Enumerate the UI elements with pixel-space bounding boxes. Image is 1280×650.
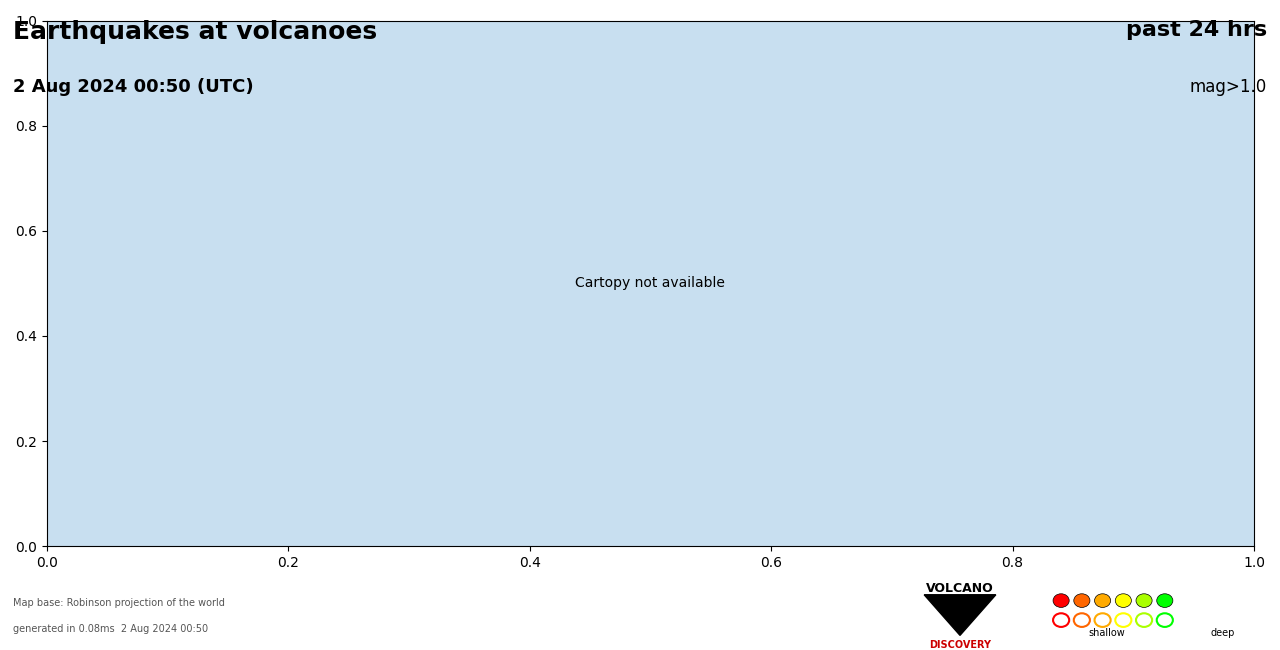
Circle shape — [1053, 594, 1069, 607]
Circle shape — [1074, 594, 1091, 607]
Text: Map base: Robinson projection of the world: Map base: Robinson projection of the wor… — [13, 598, 225, 608]
Text: DISCOVERY: DISCOVERY — [929, 640, 991, 650]
Circle shape — [1094, 594, 1111, 607]
Text: 2 Aug 2024 00:50 (UTC): 2 Aug 2024 00:50 (UTC) — [13, 78, 253, 96]
Text: past 24 hrs: past 24 hrs — [1126, 20, 1267, 40]
Circle shape — [1115, 594, 1132, 607]
Text: Cartopy not available: Cartopy not available — [576, 276, 726, 291]
Circle shape — [1157, 594, 1172, 607]
Circle shape — [1135, 594, 1152, 607]
Polygon shape — [924, 595, 996, 636]
Text: Earthquakes at volcanoes: Earthquakes at volcanoes — [13, 20, 376, 44]
Text: generated in 0.08ms  2 Aug 2024 00:50: generated in 0.08ms 2 Aug 2024 00:50 — [13, 624, 207, 634]
Text: deep: deep — [1210, 628, 1235, 638]
Text: mag>1.0: mag>1.0 — [1190, 78, 1267, 96]
Text: VOLCANO: VOLCANO — [927, 582, 993, 595]
Text: shallow: shallow — [1089, 628, 1125, 638]
